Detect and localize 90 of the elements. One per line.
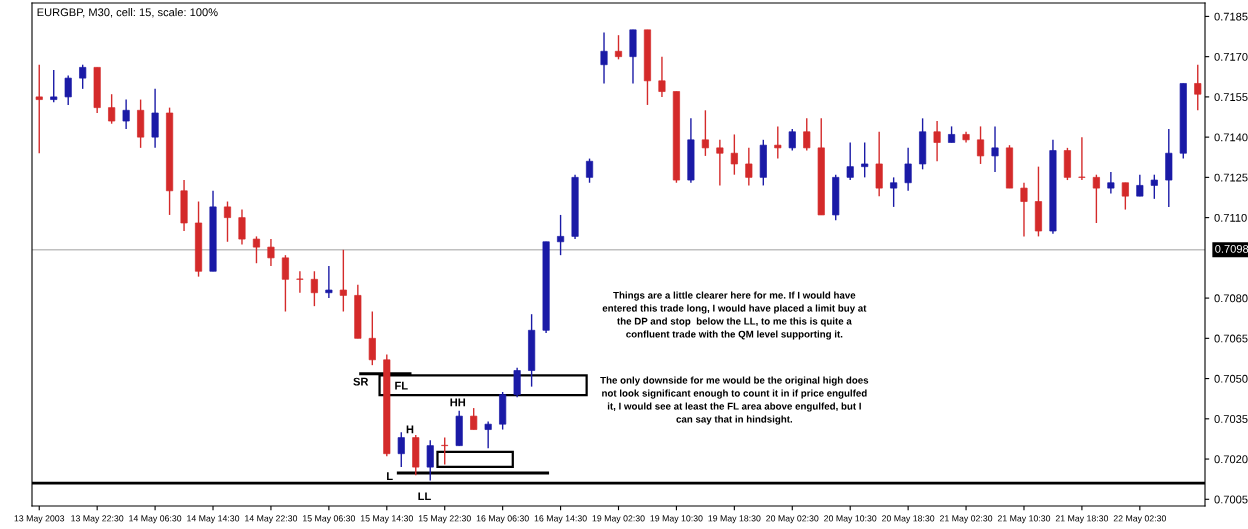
candlestick — [658, 55, 666, 98]
candlestick — [252, 235, 260, 264]
x-tick-label: 15 May 22:30 — [418, 515, 471, 524]
candlestick — [803, 117, 811, 152]
x-tick-label: 14 May 06:30 — [129, 515, 182, 524]
candlestick — [35, 64, 43, 154]
candlestick — [1194, 64, 1202, 112]
candlestick — [701, 109, 709, 157]
x-tick-label: 14 May 22:30 — [245, 515, 298, 524]
candlestick — [614, 34, 623, 61]
annotation: H — [406, 425, 414, 434]
y-tick-label: 0.7005 — [1214, 495, 1248, 504]
candlestick — [310, 270, 318, 307]
candlestick — [325, 265, 333, 299]
y-tick-label: 0.7050 — [1214, 374, 1248, 383]
candlestick — [557, 214, 565, 256]
candlestick — [890, 176, 898, 208]
candlestick — [1107, 171, 1115, 195]
y-tick-label: 0.7080 — [1214, 294, 1248, 303]
candlestick — [223, 200, 232, 243]
candlestick — [846, 141, 854, 181]
y-tick-label: 0.7170 — [1214, 52, 1248, 61]
candlestick — [108, 93, 116, 125]
annotation: SR — [353, 377, 369, 386]
y-tick-label: 0.7065 — [1214, 334, 1248, 343]
candlestick — [1078, 136, 1086, 181]
x-tick-label: 15 May 06:30 — [303, 515, 356, 524]
candlestick — [861, 141, 869, 179]
candlestick — [267, 238, 275, 267]
x-tick-label: 14 May 14:30 — [187, 515, 240, 524]
x-tick-label: 15 May 14:30 — [360, 515, 413, 524]
candlestick — [788, 128, 796, 152]
candlestick — [470, 407, 478, 431]
y-tick-label: 0.7035 — [1214, 415, 1248, 423]
y-tick-label: 0.7155 — [1214, 93, 1248, 102]
chart-title: EURGBP, M30, cell: 15, scale: 100% — [37, 8, 218, 18]
candlestick — [441, 436, 449, 466]
candlestick — [716, 139, 724, 187]
candlestick — [368, 310, 376, 366]
annotation: HH — [450, 398, 466, 407]
x-tick-label: 19 May 10:30 — [650, 515, 703, 524]
candlestick — [1092, 173, 1100, 224]
candlestick — [79, 64, 87, 90]
candlestick — [1136, 173, 1144, 197]
candlestick — [64, 74, 72, 106]
x-tick-label: 13 May 2003 — [14, 515, 65, 524]
x-tick-label: 16 May 06:30 — [476, 515, 529, 524]
annotation: Things are a little clearer here for me. If I would have entered this trade long, I would have placed a limit buy at the DP and stop below the LL, to me this is quite a confluent trade with the QM level supporting it. — [602, 291, 867, 340]
candlestick — [991, 125, 999, 173]
y-tick-label: 0.7185 — [1214, 12, 1248, 21]
candlestick — [122, 98, 130, 130]
x-tick-label: 20 May 10:30 — [824, 515, 877, 524]
annotation: FL — [395, 381, 408, 390]
candlestick — [774, 125, 782, 160]
candlestick — [600, 31, 608, 85]
ref-line-label: 0.7098 — [1215, 244, 1248, 253]
y-tick-label: 0.7020 — [1214, 455, 1248, 464]
x-tick-label: 20 May 18:30 — [882, 515, 935, 524]
candlestick — [1150, 173, 1158, 200]
x-tick-label: 21 May 10:30 — [997, 515, 1051, 524]
y-tick-label: 0.7110 — [1214, 213, 1247, 222]
x-tick-label: 16 May 14:30 — [534, 515, 587, 524]
x-tick-label: 20 May 02:30 — [766, 515, 819, 524]
candlestick — [1121, 182, 1129, 211]
x-tick-label: 13 May 22:30 — [71, 515, 124, 524]
annotation: L — [387, 472, 393, 480]
x-tick-label: 19 May 18:30 — [708, 515, 761, 524]
candlestick — [586, 157, 594, 184]
candlestick — [933, 120, 941, 162]
annotation: The only downside for me would be the original high does not look significant enough to count it in if price engulfed it, I would see at least the FL area above engulfed, but I can say that in hindsight. — [600, 376, 869, 425]
y-tick-label: 0.7140 — [1214, 133, 1248, 142]
candlestick — [296, 270, 304, 294]
candlestick — [745, 147, 753, 187]
candlestick — [1020, 182, 1028, 238]
candlestick — [426, 439, 434, 482]
x-tick-label: 21 May 18:30 — [1055, 515, 1109, 524]
candlestick — [50, 69, 58, 103]
candlestick — [281, 254, 289, 313]
candlestick — [977, 125, 985, 165]
annotation: LL — [418, 492, 431, 501]
candlestick — [238, 208, 246, 246]
y-tick-label: 0.7125 — [1214, 173, 1248, 182]
x-tick-label: 21 May 02:30 — [939, 515, 993, 524]
candlestick — [339, 249, 347, 313]
candlestick — [904, 147, 912, 192]
x-tick-label: 19 May 02:30 — [592, 515, 645, 524]
candlestick — [397, 431, 405, 468]
x-tick-label: 22 May 02:30 — [1113, 515, 1166, 524]
candlestick — [484, 420, 492, 450]
candlestick — [730, 133, 738, 176]
